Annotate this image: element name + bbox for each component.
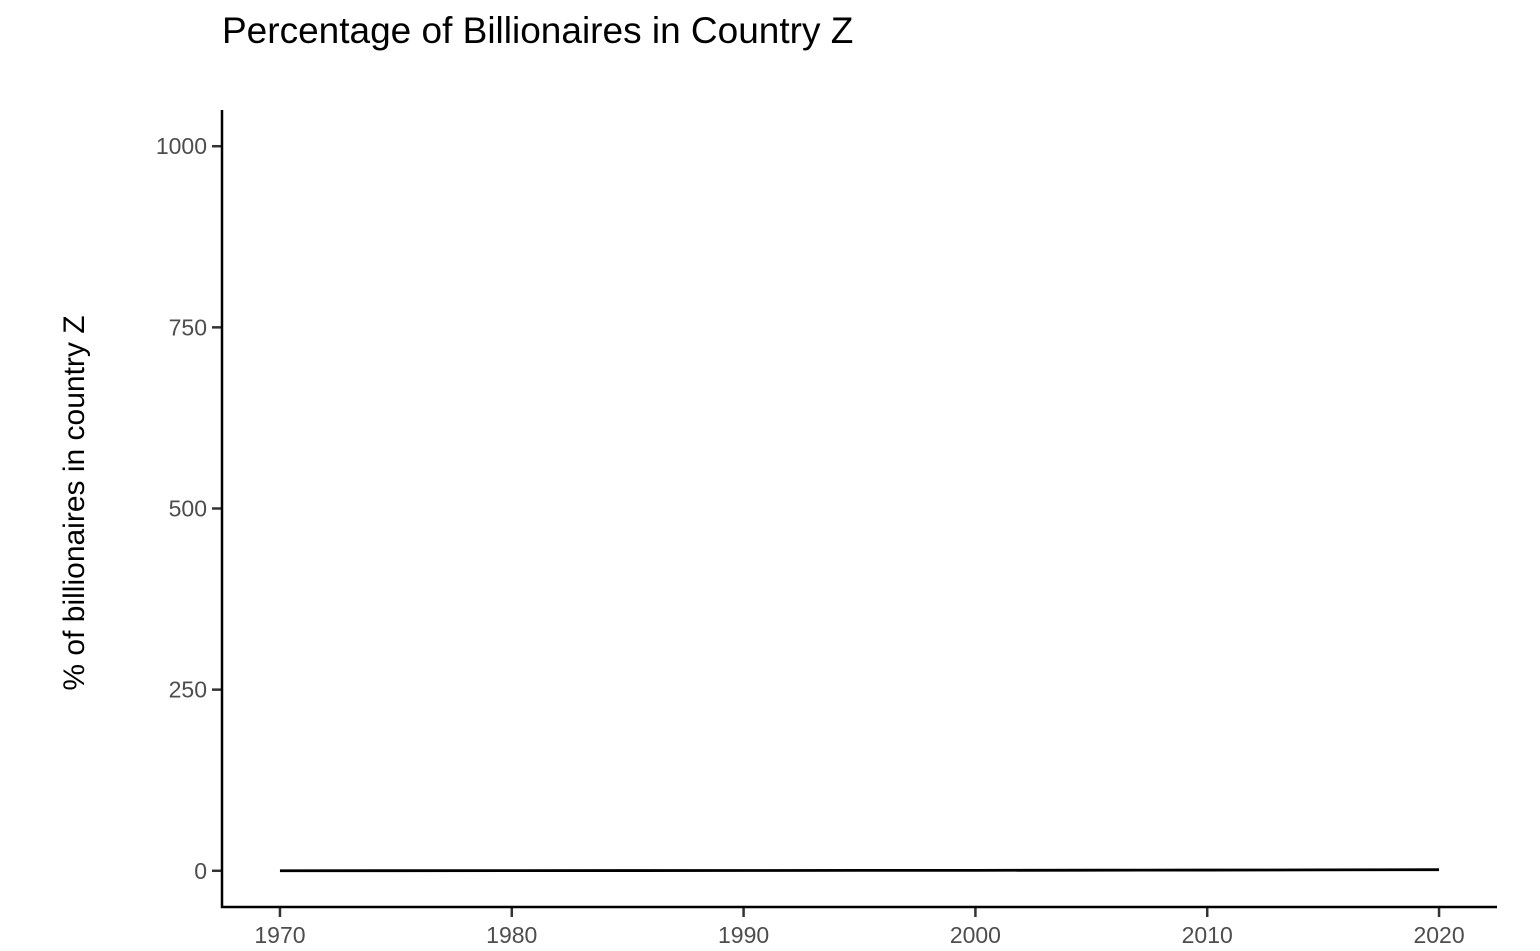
- y-tick-label: 0: [194, 858, 207, 884]
- x-tick-label: 1990: [718, 922, 769, 948]
- x-tick-label: 2010: [1182, 922, 1233, 948]
- y-tick-label: 250: [169, 677, 207, 703]
- x-tick-label: 2020: [1413, 922, 1464, 948]
- y-tick-label: 750: [169, 314, 207, 340]
- y-tick-label: 1000: [156, 133, 207, 159]
- x-tick-label: 1980: [486, 922, 537, 948]
- series-group: [279, 868, 1440, 873]
- y-axis-label: % of billionaires in country Z: [58, 315, 91, 690]
- x-axis-ticks: 1970 1980 1990 2000 2010 2020: [254, 907, 1465, 948]
- chart-title: Percentage of Billionaires in Country Z: [222, 10, 853, 51]
- y-axis-ticks: 0 250 500 750 1000: [156, 133, 222, 884]
- y-tick-label: 500: [169, 496, 207, 522]
- series-line: [279, 868, 1440, 873]
- x-tick-label: 2000: [950, 922, 1001, 948]
- x-tick-label: 1970: [254, 922, 305, 948]
